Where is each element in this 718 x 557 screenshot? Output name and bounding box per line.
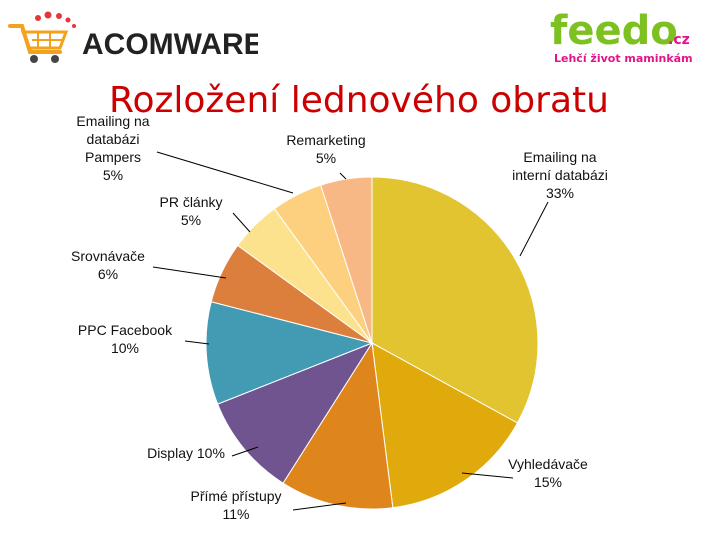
chart-title: Rozložení lednového obratu: [109, 80, 609, 121]
acomware-logo: ACOMWARE: [8, 11, 258, 63]
acomware-logo-text: ACOMWARE: [82, 28, 258, 61]
pie-slice: [371, 176, 539, 424]
slice-label: Emailing na interní databázi 33%: [512, 149, 608, 201]
slice-label: Vyhledávače 15%: [508, 456, 588, 490]
pie-slice: [371, 342, 519, 509]
leader-line: [156, 151, 294, 194]
feedo-logo-text: feedo: [550, 8, 678, 54]
slice-label: PR články 5%: [159, 194, 222, 228]
leader-line: [292, 502, 347, 511]
leader-line: [339, 172, 347, 180]
slice-label: Display 10%: [147, 445, 225, 461]
feedo-tagline: Lehčí život maminkám: [554, 52, 693, 65]
leader-line: [184, 340, 210, 345]
slice-label: Remarketing 5%: [286, 132, 365, 166]
slice-label: Emailing na databázi Pampers 5%: [76, 113, 149, 183]
slice-label: Srovnávače 6%: [71, 248, 145, 282]
slice-label: Přímé přístupy 11%: [190, 488, 281, 522]
feedo-logo-suffix: .cz: [668, 32, 690, 48]
leader-line: [232, 212, 251, 233]
leader-line: [519, 201, 549, 257]
pie-slice: [205, 301, 374, 405]
feedo-logo: feedo .cz Lehčí život maminkám: [550, 8, 693, 65]
shopping-cart-icon: [8, 11, 76, 63]
pie-slice: [320, 176, 373, 344]
slice-label: PPC Facebook 10%: [78, 322, 173, 356]
leader-line: [152, 266, 227, 279]
leader-line: [231, 446, 259, 457]
pie-slice: [282, 341, 394, 510]
leader-line: [461, 472, 514, 479]
